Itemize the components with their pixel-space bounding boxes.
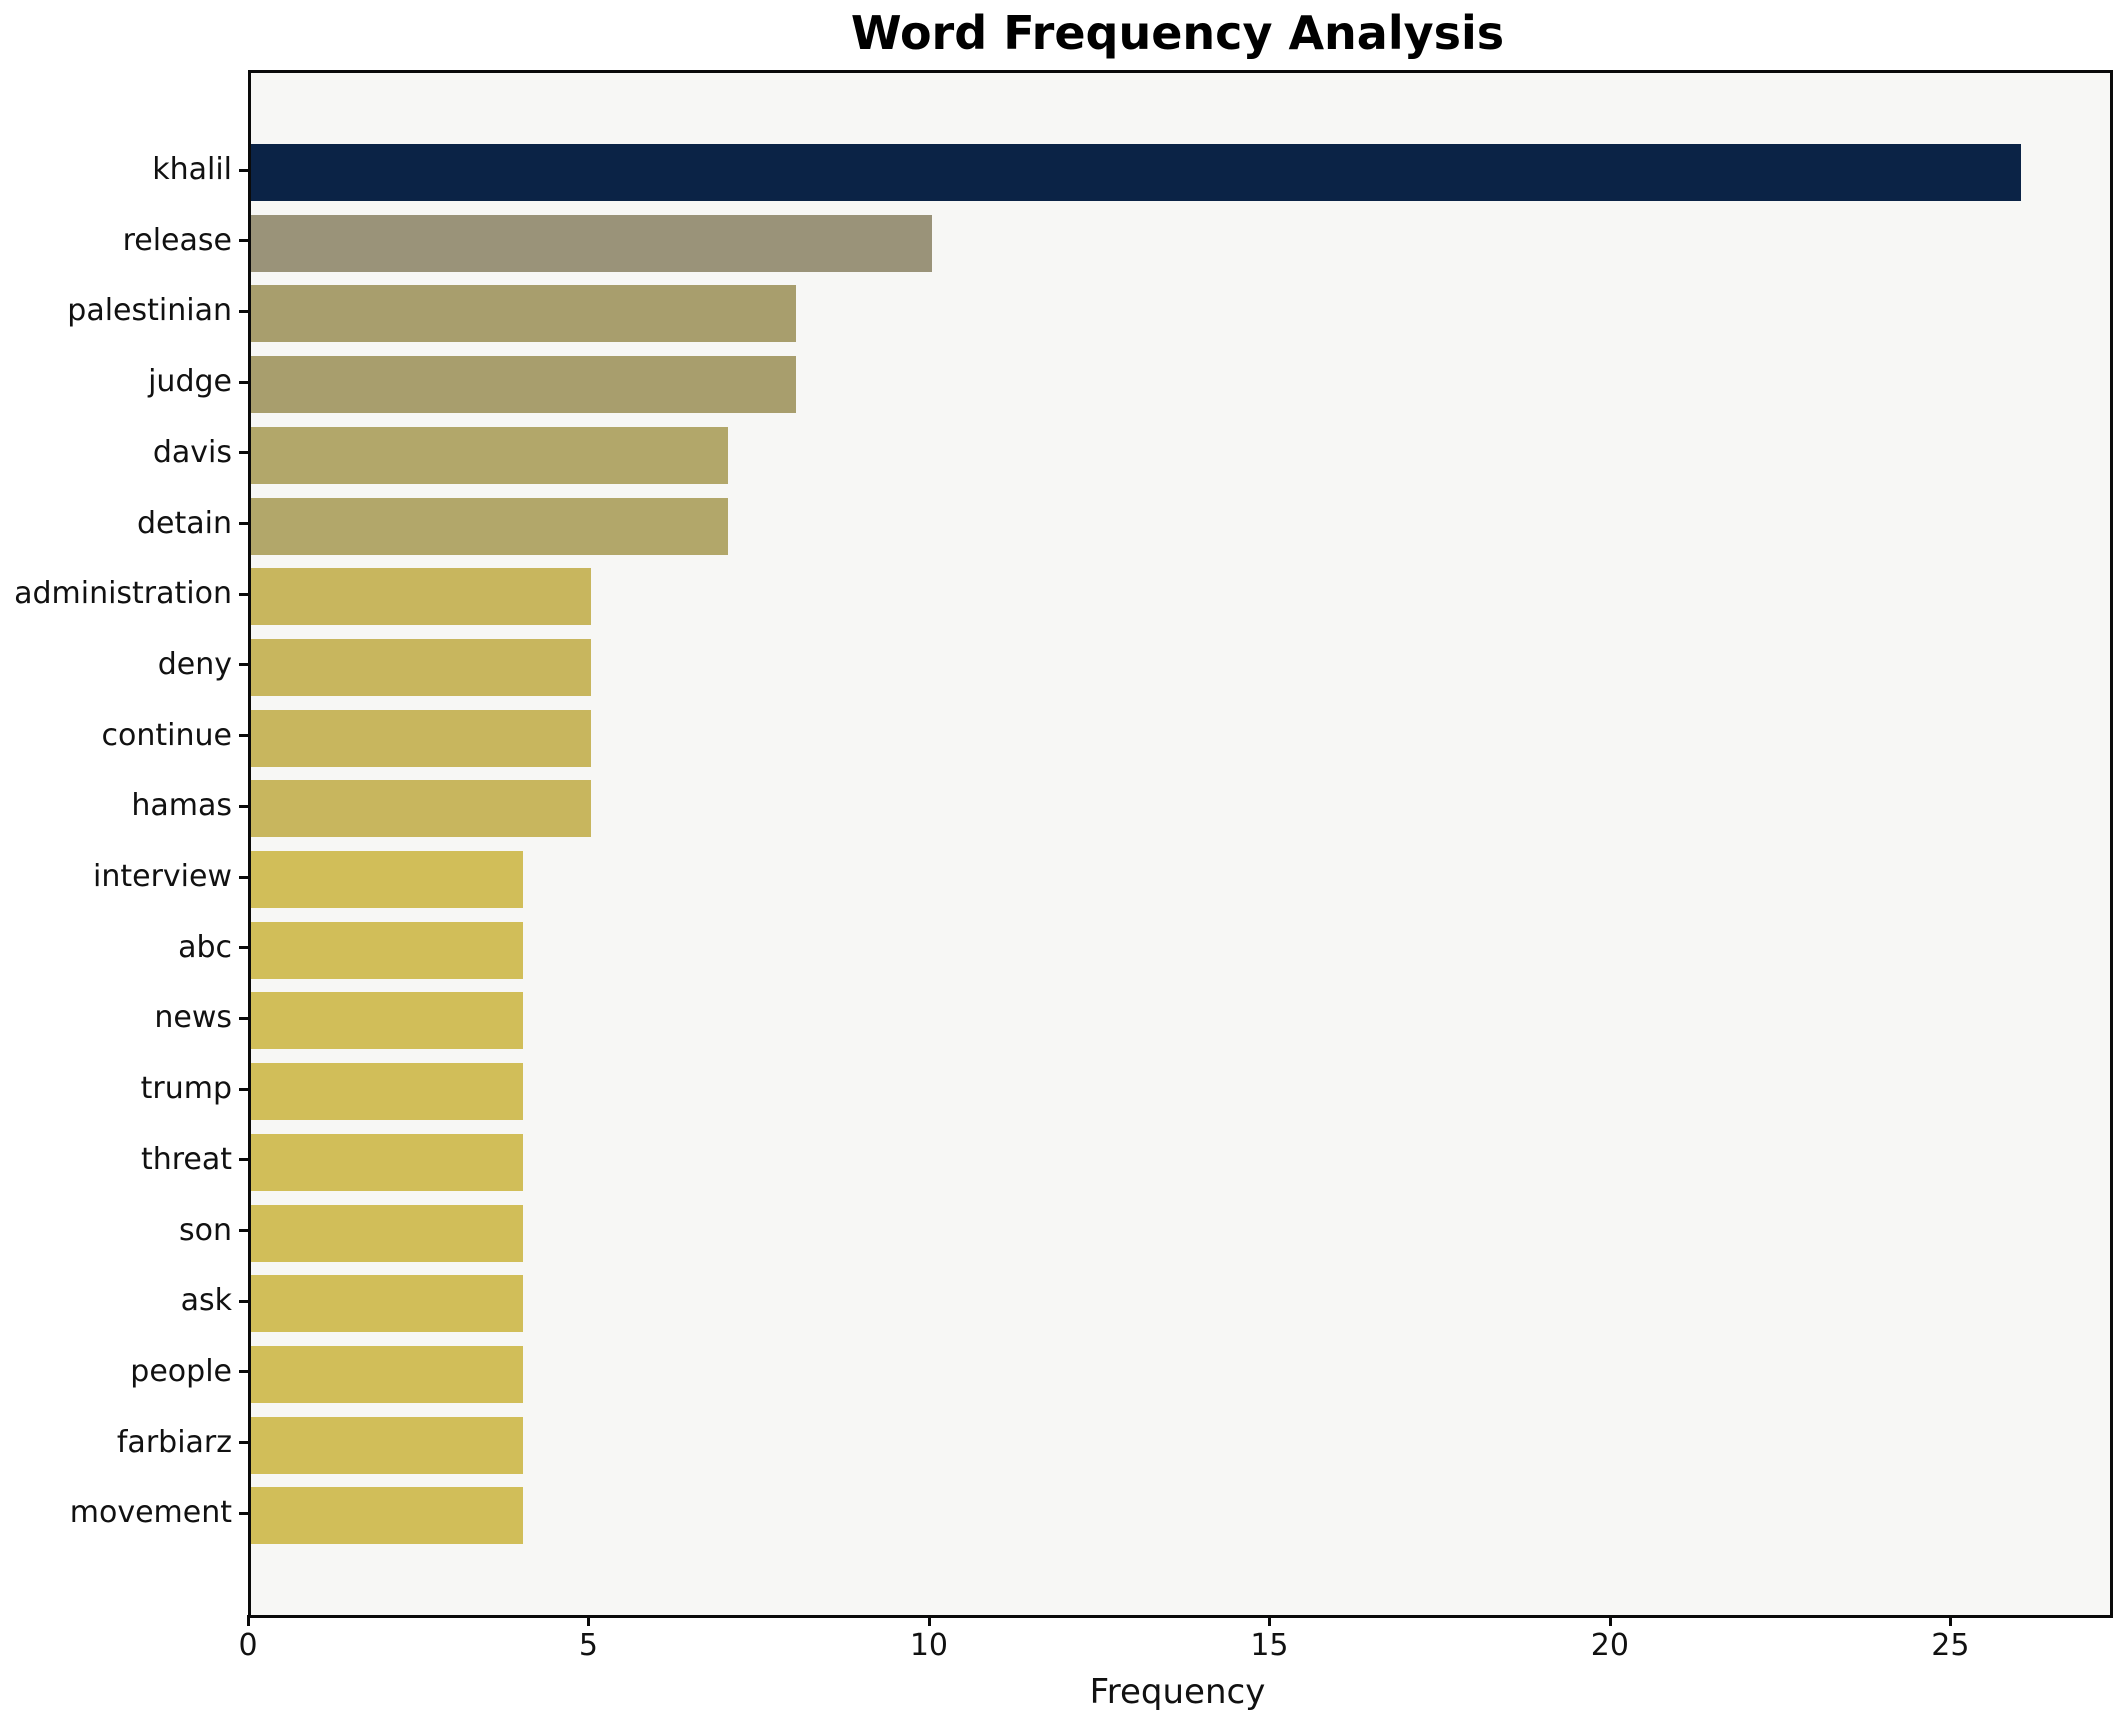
y-tick-mark bbox=[239, 239, 248, 243]
bar-deny bbox=[251, 638, 592, 696]
y-tick-label-trump: trump bbox=[140, 1071, 232, 1107]
x-tick-mark bbox=[247, 1615, 250, 1626]
x-tick-mark bbox=[1608, 1615, 1612, 1626]
x-tick-label-5: 5 bbox=[578, 1628, 599, 1663]
x-tick-mark bbox=[1268, 1615, 1272, 1626]
y-tick-mark bbox=[239, 522, 248, 525]
x-axis-title: Frequency bbox=[1089, 1672, 1266, 1712]
bar-interview bbox=[251, 851, 524, 908]
y-tick-label-interview: interview bbox=[93, 859, 232, 894]
y-tick-label-continue: continue bbox=[101, 717, 232, 753]
bar-release bbox=[251, 214, 932, 272]
bar-trump bbox=[251, 1063, 524, 1121]
y-tick-mark bbox=[239, 168, 248, 172]
x-tick-label-0: 0 bbox=[238, 1628, 258, 1663]
y-tick-mark bbox=[239, 1511, 248, 1515]
bar-people bbox=[251, 1345, 524, 1403]
bar-continue bbox=[251, 709, 592, 767]
y-tick-mark bbox=[239, 663, 248, 667]
x-tick-label-15: 15 bbox=[1250, 1628, 1289, 1663]
bar-judge bbox=[251, 356, 796, 414]
y-tick-mark bbox=[239, 734, 248, 738]
y-tick-mark bbox=[239, 1370, 248, 1374]
bar-news bbox=[251, 992, 524, 1050]
chart-title: Word Frequency Analysis bbox=[850, 6, 1505, 60]
bar-davis bbox=[251, 426, 728, 484]
x-tick-label-10: 10 bbox=[909, 1628, 949, 1663]
y-tick-label-judge: judge bbox=[148, 364, 232, 400]
y-tick-label-son: son bbox=[179, 1212, 232, 1248]
y-tick-label-palestinian: palestinian bbox=[67, 293, 232, 329]
y-tick-label-detain: detain bbox=[137, 505, 232, 541]
bar-farbiarz bbox=[251, 1416, 524, 1474]
y-tick-label-davis: davis bbox=[152, 434, 232, 470]
y-tick-mark bbox=[239, 946, 248, 950]
plot-area bbox=[248, 70, 2113, 1618]
y-tick-mark bbox=[239, 1087, 248, 1091]
y-tick-label-administration: administration bbox=[14, 576, 232, 612]
x-tick-mark bbox=[587, 1615, 591, 1626]
y-tick-label-movement: movement bbox=[69, 1495, 232, 1531]
bar-detain bbox=[251, 497, 728, 555]
y-tick-label-people: people bbox=[130, 1353, 232, 1389]
bar-hamas bbox=[251, 780, 592, 838]
y-tick-label-ask: ask bbox=[180, 1283, 232, 1319]
bar-abc bbox=[251, 921, 524, 979]
bar-threat bbox=[251, 1133, 524, 1191]
y-tick-mark bbox=[239, 1229, 248, 1232]
y-tick-mark bbox=[239, 1016, 248, 1020]
y-tick-mark bbox=[239, 1441, 248, 1445]
y-tick-label-khalil: khalil bbox=[152, 152, 232, 187]
bar-palestinian bbox=[251, 285, 796, 343]
y-tick-label-deny: deny bbox=[157, 646, 232, 682]
y-tick-mark bbox=[239, 451, 248, 455]
y-tick-mark bbox=[239, 804, 248, 808]
bar-khalil bbox=[251, 144, 2022, 201]
y-tick-label-abc: abc bbox=[178, 929, 232, 965]
bar-ask bbox=[251, 1275, 524, 1333]
y-tick-mark bbox=[239, 592, 248, 596]
x-tick-mark bbox=[927, 1615, 931, 1626]
x-tick-label-20: 20 bbox=[1590, 1628, 1629, 1663]
y-tick-mark bbox=[239, 1299, 248, 1303]
y-tick-label-threat: threat bbox=[140, 1141, 232, 1177]
bar-administration bbox=[251, 568, 592, 626]
y-tick-mark bbox=[239, 875, 248, 879]
bar-movement bbox=[251, 1487, 524, 1545]
y-tick-label-release: release bbox=[122, 222, 232, 258]
y-tick-mark bbox=[239, 380, 248, 384]
y-tick-label-farbiarz: farbiarz bbox=[116, 1424, 232, 1460]
x-tick-mark bbox=[1949, 1615, 1953, 1626]
y-tick-mark bbox=[239, 309, 248, 313]
bar-son bbox=[251, 1204, 524, 1262]
y-tick-label-news: news bbox=[154, 1000, 232, 1036]
x-tick-label-25: 25 bbox=[1931, 1628, 1970, 1663]
y-tick-label-hamas: hamas bbox=[131, 788, 232, 824]
y-tick-mark bbox=[239, 1158, 248, 1162]
